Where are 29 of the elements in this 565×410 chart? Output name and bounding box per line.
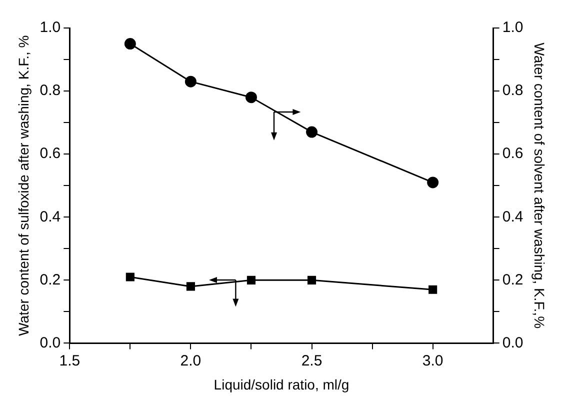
- y2-tick-label: 0.8: [502, 82, 524, 100]
- y-tick-label: 0.8: [40, 82, 61, 100]
- y-tick-label: 1.0: [40, 19, 61, 36]
- x-tick-label: 3.0: [422, 352, 444, 370]
- point: [306, 126, 318, 138]
- y2-tick-label: 0.4: [502, 208, 524, 226]
- point: [427, 176, 439, 188]
- point: [186, 282, 195, 291]
- x-tick-label: 1.5: [59, 352, 80, 370]
- y2-tick-label: 1.0: [502, 19, 524, 36]
- y-tick-label: 0.6: [40, 145, 61, 162]
- y-axis-title: Water content of sulfoxide after washing, K.F., %: [15, 35, 32, 336]
- y2-tick-label: 0.0: [502, 334, 524, 352]
- y-tick-label: 0.4: [40, 208, 61, 226]
- y2-tick-label: 0.6: [502, 145, 524, 162]
- point: [124, 38, 136, 50]
- point: [307, 276, 316, 284]
- x-axis-title: Liquid/solid ratio, ml/g: [214, 376, 350, 392]
- x-tick-label: 2.5: [301, 352, 322, 370]
- point: [245, 92, 257, 104]
- y2-axis-title: Water content of solvent after washing, K.F.,%: [532, 42, 548, 329]
- point: [428, 285, 438, 294]
- y-tick-label: 0.2: [40, 271, 61, 288]
- y2-tick-label: 0.2: [502, 271, 524, 288]
- point: [126, 272, 134, 282]
- y-tick-label: 0.0: [40, 334, 61, 352]
- point: [184, 76, 196, 88]
- point: [246, 276, 256, 284]
- x-tick-label: 2.0: [180, 352, 202, 370]
